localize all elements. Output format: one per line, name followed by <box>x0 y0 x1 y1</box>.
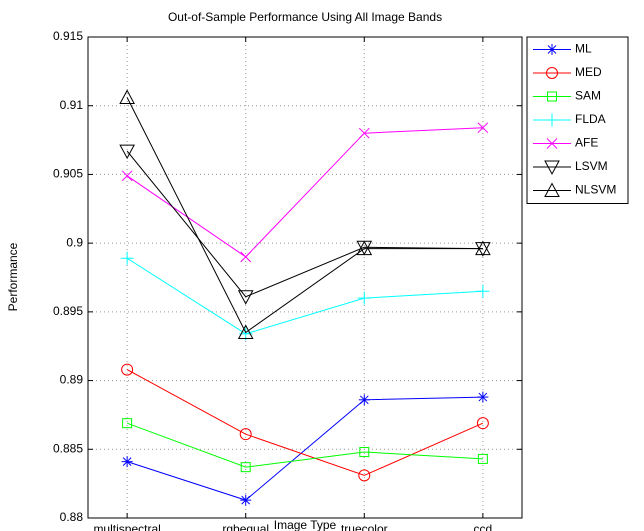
marker-stroke <box>547 45 557 54</box>
marker <box>122 418 133 429</box>
x-tick-label: ccd <box>474 522 493 531</box>
marker <box>358 394 370 406</box>
marker <box>240 251 252 263</box>
marker <box>357 291 371 305</box>
x-axis-label: Image Type <box>274 518 337 531</box>
marker <box>237 324 254 339</box>
marker-shape <box>237 290 254 305</box>
marker-stroke <box>546 138 558 149</box>
marker-shape <box>240 462 251 473</box>
x-tick-label: truecolor <box>341 522 388 531</box>
marker <box>239 428 252 441</box>
marker <box>546 67 558 79</box>
marker <box>356 240 373 256</box>
marker-shape <box>119 89 135 104</box>
y-tick-label: 0.88 <box>60 510 84 524</box>
marker <box>119 144 135 160</box>
legend-label: LSVM <box>575 159 608 173</box>
legend-label: AFE <box>575 136 598 150</box>
marker <box>121 363 134 376</box>
marker-shape <box>475 240 491 256</box>
y-tick-label: 0.91 <box>60 98 84 112</box>
marker-stroke <box>240 251 252 263</box>
marker <box>476 284 490 298</box>
marker-stroke <box>122 457 132 467</box>
series-line <box>126 97 483 334</box>
marker <box>240 494 252 506</box>
marker-shape <box>239 428 252 441</box>
y-tick-label: 0.89 <box>60 373 84 387</box>
marker <box>358 127 370 139</box>
marker-shape <box>119 144 135 160</box>
marker-shape <box>121 363 134 376</box>
marker <box>240 462 251 473</box>
marker <box>475 240 491 256</box>
series-line <box>126 396 483 501</box>
series-line <box>126 369 484 476</box>
marker-stroke <box>359 395 369 405</box>
marker-shape <box>358 469 371 482</box>
y-tick-label: 0.9 <box>66 235 83 249</box>
marker <box>477 391 489 403</box>
marker <box>121 456 133 468</box>
y-tick-label: 0.895 <box>53 304 83 318</box>
marker <box>544 160 560 176</box>
marker-shape <box>477 453 488 464</box>
marker <box>544 182 560 197</box>
legend-label: FLDA <box>575 112 606 126</box>
marker <box>120 251 134 265</box>
marker-shape <box>476 417 489 430</box>
marker <box>121 170 133 182</box>
marker <box>547 91 557 102</box>
series-line <box>126 257 483 335</box>
marker-shape <box>544 160 560 176</box>
x-tick-label: rgbequal <box>222 522 269 531</box>
legend-label: NLSVM <box>575 183 616 197</box>
marker-shape <box>359 447 370 458</box>
marker <box>476 417 489 430</box>
y-axis-label: Performance <box>6 242 20 311</box>
marker-stroke <box>241 495 251 505</box>
marker <box>358 469 371 482</box>
marker-stroke <box>358 127 370 139</box>
series-line <box>126 150 483 298</box>
marker-stroke <box>478 392 488 402</box>
marker <box>119 89 135 104</box>
legend-label: SAM <box>575 89 601 103</box>
y-tick-label: 0.905 <box>53 167 83 181</box>
y-tick-label: 0.915 <box>53 29 83 43</box>
marker-shape <box>237 324 254 339</box>
legend-label: ML <box>575 42 592 56</box>
marker-shape <box>356 240 373 256</box>
marker-stroke <box>477 122 489 134</box>
marker <box>546 138 558 149</box>
marker-shape <box>122 418 133 429</box>
marker-stroke <box>121 170 133 182</box>
marker-shape <box>546 67 558 79</box>
series-line <box>126 127 483 258</box>
marker <box>477 453 488 464</box>
marker <box>546 44 558 55</box>
marker-shape <box>544 182 560 197</box>
marker <box>359 447 370 458</box>
marker-shape <box>547 91 557 102</box>
series-line <box>126 422 483 468</box>
legend-label: MED <box>575 65 602 79</box>
x-tick-label: multispectral <box>93 522 160 531</box>
y-tick-label: 0.885 <box>53 441 83 455</box>
chart-title: Out-of-Sample Performance Using All Imag… <box>168 10 442 24</box>
marker <box>545 113 559 127</box>
marker <box>477 122 489 134</box>
plot-frame <box>87 36 523 519</box>
marker <box>237 290 254 305</box>
